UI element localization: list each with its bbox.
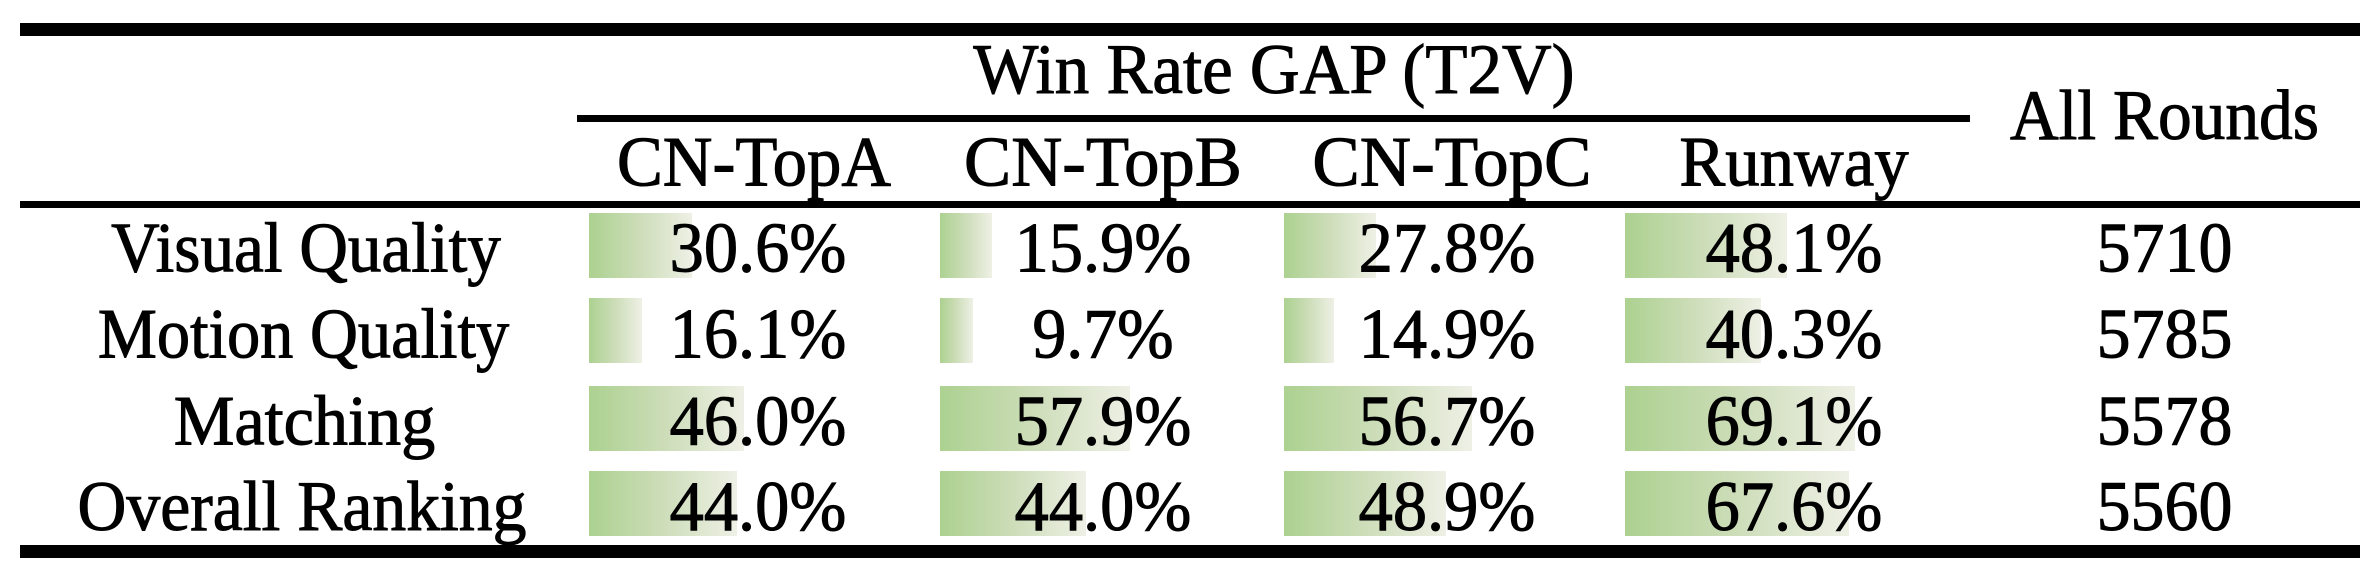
svg-text:67.6%: 67.6% xyxy=(1706,468,1883,546)
svg-text:57.9%: 57.9% xyxy=(1015,383,1192,461)
svg-text:44.0%: 44.0% xyxy=(1015,468,1192,546)
svg-text:14.9%: 14.9% xyxy=(1359,296,1536,374)
svg-text:CN-TopC: CN-TopC xyxy=(1312,124,1591,202)
svg-text:5578: 5578 xyxy=(2097,383,2233,461)
svg-text:46.0%: 46.0% xyxy=(670,383,847,461)
svg-text:56.7%: 56.7% xyxy=(1359,383,1536,461)
svg-text:16.1%: 16.1% xyxy=(670,296,847,374)
svg-text:9.7%: 9.7% xyxy=(1032,296,1173,374)
svg-text:48.9%: 48.9% xyxy=(1359,468,1536,546)
svg-text:48.1%: 48.1% xyxy=(1706,210,1883,288)
svg-text:Visual Quality: Visual Quality xyxy=(111,210,501,288)
svg-text:27.8%: 27.8% xyxy=(1359,210,1536,288)
svg-text:Matching: Matching xyxy=(174,383,436,461)
svg-text:Motion Quality: Motion Quality xyxy=(98,296,509,374)
svg-text:44.0%: 44.0% xyxy=(670,468,847,546)
svg-text:Win Rate GAP (T2V): Win Rate GAP (T2V) xyxy=(973,31,1574,109)
svg-text:All Rounds: All Rounds xyxy=(2010,77,2319,155)
svg-text:CN-TopB: CN-TopB xyxy=(964,124,1242,202)
svg-text:Overall Ranking: Overall Ranking xyxy=(78,468,527,546)
svg-text:69.1%: 69.1% xyxy=(1706,383,1883,461)
svg-text:40.3%: 40.3% xyxy=(1706,296,1883,374)
svg-text:15.9%: 15.9% xyxy=(1015,210,1192,288)
svg-text:5785: 5785 xyxy=(2097,296,2233,374)
svg-text:5560: 5560 xyxy=(2097,468,2233,546)
svg-text:CN-TopA: CN-TopA xyxy=(617,124,891,202)
svg-text:Runway: Runway xyxy=(1679,124,1908,202)
svg-text:30.6%: 30.6% xyxy=(670,210,847,288)
svg-text:5710: 5710 xyxy=(2097,210,2233,288)
